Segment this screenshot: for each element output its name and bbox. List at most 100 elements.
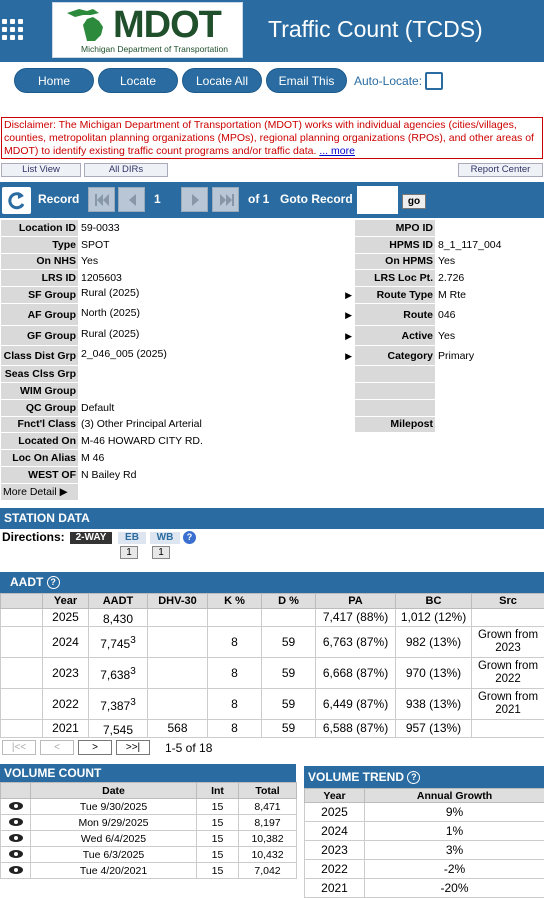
count-date: Wed 6/4/2025 [31,831,197,847]
expand-arrow-icon[interactable]: ▶ [345,287,352,303]
aadt-header: AADT ? [0,572,544,593]
aadt-src: Grown from 2023 [472,627,544,658]
expand-arrow-icon[interactable]: ▶ [345,307,352,323]
view-button[interactable] [1,799,31,815]
more-detail-label: More Detail [3,486,57,498]
aadt-year: 2024 [43,627,89,658]
aadt-year: 2021 [43,720,89,738]
first-record-button[interactable] [88,187,115,212]
refresh-button[interactable] [2,187,31,214]
table-row[interactable]: Mon 9/29/2025 15 8,197 [1,815,297,831]
count-date: Tue 9/30/2025 [31,799,197,815]
app-header: MDOT Michigan Department of Transportati… [0,0,544,62]
table-row: 2025 8,430 7,417 (88%) 1,012 (12%) [1,609,544,627]
table-row[interactable]: Tue 4/20/2021 15 7,042 [1,863,297,879]
aadt-bc: 957 (13%) [396,720,472,738]
logo-text: MDOT [113,5,221,45]
eb-count[interactable]: 1 [120,546,138,559]
aadt-dhv [148,658,208,689]
col-year: Year [43,594,89,609]
refresh-icon [2,187,31,214]
volume-count-table: Date Int Total Tue 9/30/2025 15 8,471 Mo… [0,782,297,879]
aadt-pa: 6,763 (87%) [316,627,396,658]
aadt-d: 59 [262,658,316,689]
view-button[interactable] [1,863,31,879]
locate-all-button[interactable]: Locate All [182,68,262,93]
af-group-text: North (2025) [81,307,140,319]
record-total: of 1 [248,192,269,206]
category-label: Category [355,346,436,366]
wb-count[interactable]: 1 [152,546,170,559]
empty-cell [1,689,43,720]
help-icon[interactable]: ? [407,771,420,784]
aadt-d: 59 [262,689,316,720]
list-view-button[interactable]: List View [1,163,81,177]
class-dist-label: Class Dist Grp [1,346,79,366]
expand-arrow-icon[interactable]: ▶ [345,348,352,364]
go-button[interactable]: go [402,194,426,209]
view-button[interactable] [1,815,31,831]
blank-label [355,366,436,383]
pager-next-button[interactable]: > [78,740,112,755]
count-int: 15 [197,799,239,815]
more-detail-toggle[interactable]: More Detail ▶ [1,483,79,500]
disclaimer-more-link[interactable]: ... more [319,145,355,157]
blank-value [79,483,544,500]
direction-tab-wb[interactable]: WB [150,532,180,544]
report-center-button[interactable]: Report Center [458,163,543,177]
prev-record-button[interactable] [118,187,145,212]
view-button[interactable] [1,847,31,863]
first-icon [95,194,110,206]
fnct-class-value: (3) Other Principal Arterial [79,416,355,433]
pager-first-button[interactable]: |<< [2,740,36,755]
current-record: 1 [154,192,161,206]
home-button[interactable]: Home [14,68,94,93]
sf-group-value[interactable]: Rural (2025)▶ [79,287,355,304]
expand-arrow-icon: ▶ [60,486,68,498]
goto-record-input[interactable] [357,186,398,214]
class-dist-value[interactable]: 2_046_005 (2025)▶ [79,346,355,366]
aadt-dhv [148,689,208,720]
email-this-button[interactable]: Email This [266,68,347,93]
auto-locate-checkbox[interactable] [425,72,443,90]
table-row[interactable]: Wed 6/4/2025 15 10,382 [1,831,297,847]
pager-prev-button[interactable]: < [40,740,74,755]
empty-header [1,594,43,609]
mdot-logo[interactable]: MDOT Michigan Department of Transportati… [52,2,243,58]
loc-alias-value: M 46 [79,450,544,467]
direction-tab-eb[interactable]: EB [118,532,146,544]
trend-growth: 1% [365,822,544,841]
help-icon[interactable]: ? [47,576,60,589]
table-row[interactable]: Tue 9/30/2025 15 8,471 [1,799,297,815]
direction-tab-2way[interactable]: 2-WAY [70,532,112,544]
directions-label: Directions: [2,530,65,544]
lrs-loc-value: 2.726 [436,270,544,287]
table-row[interactable]: Tue 6/3/2025 15 10,432 [1,847,297,863]
location-id-label: Location ID [1,220,79,237]
pager-last-button[interactable]: >>| [116,740,150,755]
aadt-pa: 6,668 (87%) [316,658,396,689]
af-group-value[interactable]: North (2025) ▶ [79,304,355,326]
menu-grid-icon[interactable] [2,16,24,42]
locate-button[interactable]: Locate [98,68,178,93]
trend-year: 2025 [305,803,365,822]
record-navigation-bar: Record 1 of 1 Goto Record go [0,182,544,218]
count-date: Tue 6/3/2025 [31,847,197,863]
all-dirs-button[interactable]: All DIRs [84,163,168,177]
lrs-id-value: 1205603 [79,270,355,287]
col-total: Total [239,783,297,799]
aadt-number: 7,545 [103,723,133,737]
last-record-button[interactable] [212,187,239,212]
aadt-table: Year AADT DHV-30 K % D % PA BC Src 2025 … [0,593,544,738]
eye-icon [9,802,23,810]
blank-value [436,382,544,399]
view-button[interactable] [1,831,31,847]
seas-clss-value [79,366,355,383]
count-date: Tue 4/20/2021 [31,863,197,879]
expand-arrow-icon[interactable]: ▶ [345,328,352,344]
help-icon[interactable]: ? [183,531,196,544]
next-record-button[interactable] [181,187,208,212]
route-value: 046 [436,304,544,326]
gf-group-value[interactable]: Rural (2025)▶ [79,326,355,346]
table-row: 2021 7,545 568 8 59 6,588 (87%) 957 (13%… [1,720,544,738]
